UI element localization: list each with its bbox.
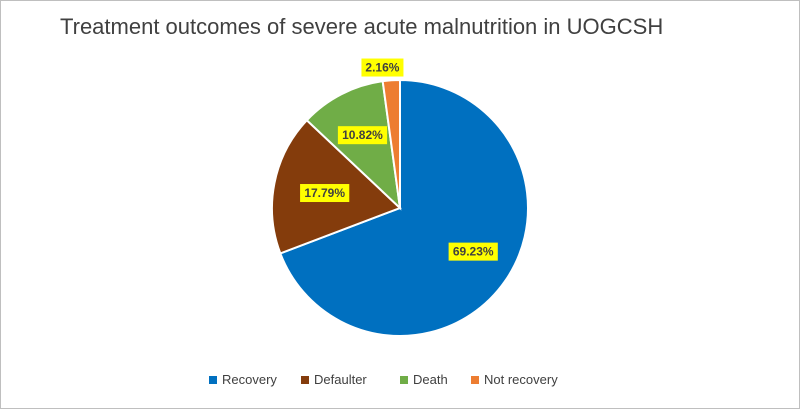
pie-data-labels: 69.23% 17.79% 10.82% 2.16%	[300, 58, 498, 261]
data-label: 10.82%	[342, 128, 383, 142]
pie-slices	[271, 78, 529, 337]
legend-item-death: Death	[400, 372, 448, 387]
pie-slice-death	[305, 80, 402, 211]
data-label: 69.23%	[453, 245, 494, 259]
data-label-box	[361, 58, 404, 77]
chart-title: Treatment outcomes of severe acute malnu…	[60, 14, 664, 39]
legend-label: Recovery	[222, 372, 277, 387]
pie-slice-recovery	[279, 78, 529, 337]
legend-label: Defaulter	[314, 372, 367, 387]
legend-swatch	[301, 376, 309, 384]
data-label: 17.79%	[304, 186, 345, 200]
legend-item-not-recovery: Not recovery	[471, 372, 558, 387]
chart-legend: Recovery Defaulter Death Not recovery	[209, 372, 558, 387]
pie-slice-not-recovery	[381, 78, 401, 209]
data-label-box	[300, 184, 350, 203]
legend-item-recovery: Recovery	[209, 372, 277, 387]
legend-label: Not recovery	[484, 372, 558, 387]
data-label-box	[337, 126, 388, 145]
data-label: 2.16%	[365, 61, 399, 75]
data-label-box	[448, 242, 498, 261]
legend-label: Death	[413, 372, 448, 387]
legend-swatch	[400, 376, 408, 384]
legend-item-defaulter: Defaulter	[301, 372, 367, 387]
legend-swatch	[471, 376, 479, 384]
legend-swatch	[209, 376, 217, 384]
